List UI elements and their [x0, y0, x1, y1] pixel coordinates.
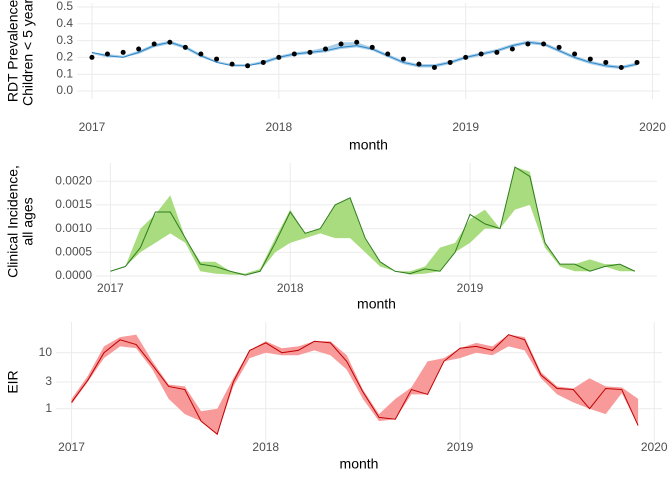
confidence-band	[91, 40, 638, 70]
observed-point	[463, 54, 469, 60]
observed-point	[307, 49, 313, 55]
observed-point	[291, 51, 297, 57]
observed-point	[369, 44, 375, 50]
x-tick-label: 2019	[457, 281, 484, 295]
observed-point	[104, 51, 110, 57]
y-axis-title: EIR	[5, 370, 21, 393]
observed-point	[354, 39, 360, 45]
x-axis-title: month	[357, 296, 396, 312]
x-tick-label: 2017	[79, 120, 106, 134]
observed-point	[634, 59, 640, 65]
observed-point	[494, 49, 500, 55]
model-line	[110, 166, 636, 276]
y-tick-label: 0.0020	[55, 173, 92, 187]
observed-point	[447, 59, 453, 65]
y-tick-label: 0.0010	[55, 221, 92, 235]
y-axis-title: Children < 5 years	[20, 0, 36, 106]
y-tick-label: 0.0005	[55, 244, 92, 258]
x-tick-label: 2018	[265, 120, 292, 134]
observed-point	[89, 54, 95, 60]
observed-point	[136, 46, 142, 52]
y-tick-label: 3	[45, 374, 52, 388]
confidence-band	[71, 334, 639, 435]
observed-point	[556, 44, 562, 50]
observed-point	[245, 63, 251, 69]
x-tick-label: 2020	[639, 120, 666, 134]
observed-point	[400, 56, 406, 62]
observed-point	[182, 44, 188, 50]
x-axis-title: month	[340, 456, 379, 472]
observed-point	[229, 61, 235, 67]
y-axis-title: Clinical Incidence,	[5, 165, 21, 278]
y-axis-title: all ages	[20, 197, 36, 245]
confidence-band	[110, 167, 635, 276]
observed-point	[338, 41, 344, 47]
observed-point	[167, 39, 173, 45]
x-tick-label: 2018	[277, 281, 304, 295]
observed-point	[541, 41, 547, 47]
x-tick-label: 2017	[97, 281, 124, 295]
y-tick-label: 10	[39, 345, 53, 359]
x-tick-label: 2020	[641, 440, 668, 454]
observed-point	[385, 51, 391, 57]
observed-point	[151, 41, 157, 47]
observed-point	[572, 51, 578, 57]
observed-point	[276, 54, 282, 60]
x-tick-label: 2019	[447, 440, 474, 454]
y-tick-label: 0.0000	[55, 268, 92, 282]
y-tick-label: 0.4	[56, 16, 73, 30]
y-tick-label: 0.1	[56, 66, 73, 80]
y-tick-label: 1	[45, 401, 52, 415]
observed-point	[618, 64, 624, 70]
y-tick-label: 0.5	[56, 0, 73, 13]
y-tick-label: 0.0015	[55, 197, 92, 211]
observed-point	[478, 51, 484, 57]
y-tick-label: 0.0	[56, 83, 73, 97]
observed-point	[214, 56, 220, 62]
observed-point	[587, 56, 593, 62]
model-line	[71, 334, 639, 436]
x-tick-label: 2018	[252, 440, 279, 454]
observed-point	[323, 46, 329, 52]
x-tick-label: 2017	[58, 440, 85, 454]
y-axis-title: RDT Prevalence,	[5, 0, 21, 102]
y-tick-label: 0.2	[56, 50, 73, 64]
observed-point	[416, 61, 422, 67]
x-tick-label: 2019	[452, 120, 479, 134]
observed-point	[198, 51, 204, 57]
observed-point	[603, 59, 609, 65]
x-axis-title: month	[349, 137, 388, 153]
y-tick-label: 0.3	[56, 33, 73, 47]
observed-point	[509, 46, 515, 52]
observed-point	[431, 64, 437, 70]
model-line	[91, 41, 638, 68]
observed-point	[260, 59, 266, 65]
observed-point	[525, 41, 531, 47]
observed-point	[120, 49, 126, 55]
